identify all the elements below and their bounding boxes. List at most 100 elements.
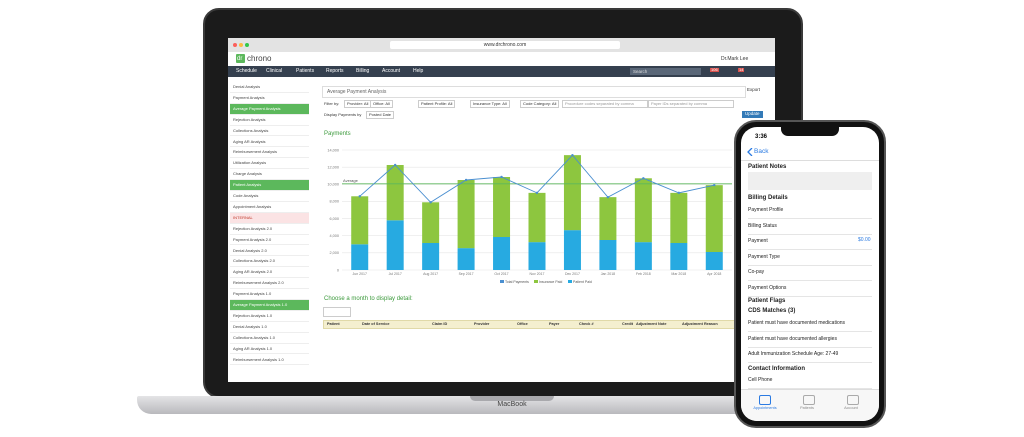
- user[interactable]: Dr.Mark Lee: [721, 56, 749, 62]
- month-select[interactable]: [323, 307, 351, 317]
- billing-row[interactable]: Payment Type: [748, 254, 872, 266]
- tab-label[interactable]: Patients: [800, 406, 814, 410]
- billing-row[interactable]: Billing Status: [748, 223, 872, 235]
- sidebar-item[interactable]: Rejection Analysis 1.0: [230, 310, 309, 322]
- logo-prefix: dr: [237, 56, 243, 62]
- sidebar-item[interactable]: Aging AR Analysis 1.0: [230, 343, 309, 355]
- bar: [634, 242, 652, 270]
- nav-item[interactable]: Billing: [356, 68, 370, 74]
- sidebar-item[interactable]: Payment Analysis: [230, 92, 309, 104]
- billing-row[interactable]: Payment: [748, 239, 872, 250]
- billing-row[interactable]: Payment Options: [748, 285, 872, 297]
- sidebar-item[interactable]: Reimbursement Analysis: [230, 147, 309, 159]
- sidebar-item: INTERNAL: [230, 212, 309, 224]
- sidebar-item[interactable]: Charge Analysis: [230, 169, 309, 181]
- export[interactable]: Export: [747, 87, 761, 92]
- tab-icon[interactable]: [803, 395, 815, 405]
- legend-swatch: [500, 280, 504, 283]
- filter[interactable]: Office: All: [370, 100, 393, 108]
- badge[interactable]: 14: [738, 67, 745, 72]
- billing-row[interactable]: Payment Profile: [748, 208, 872, 219]
- nav-item[interactable]: Patients: [296, 68, 315, 74]
- cds-row[interactable]: Patient must have documented medications: [748, 321, 872, 332]
- back-icon[interactable]: [747, 148, 753, 156]
- sidebar-item[interactable]: Utilization Analysis: [230, 158, 309, 170]
- sidebar-item[interactable]: Average Payment Analysis 1.0: [230, 300, 309, 311]
- bar: [493, 237, 511, 270]
- table-header-cell: Credit: [622, 321, 633, 326]
- bar: [563, 155, 581, 231]
- y-tick-label: 8,000: [329, 200, 339, 204]
- nav-item[interactable]: Account: [382, 68, 401, 74]
- sidebar-item[interactable]: Aging AR Analysis: [230, 136, 309, 148]
- back[interactable]: Back: [754, 148, 769, 155]
- contact-row[interactable]: Cell Phone: [748, 378, 872, 389]
- sidebar-item[interactable]: Payment Analysis 1.0: [230, 289, 309, 300]
- tab-icon[interactable]: [847, 395, 859, 405]
- sidebar-item[interactable]: Rejection Analysis 2.0: [230, 223, 309, 235]
- update[interactable]: Update: [742, 111, 763, 118]
- nav-bar: Schedule Clinical Patients Reports Billing Ac…: [228, 66, 775, 77]
- nav-item[interactable]: Reports: [326, 68, 344, 74]
- display-value[interactable]: Posted Date: [366, 111, 395, 119]
- tab-label[interactable]: Account: [844, 406, 858, 410]
- line-point: [393, 163, 397, 167]
- filter[interactable]: Patient Profile: All: [418, 100, 456, 108]
- table-header: Patient Date of Service Claim ID Provider Of…: [323, 320, 745, 329]
- table-header-cell: Office: [517, 321, 528, 326]
- bar: [422, 243, 440, 270]
- sidebar-item[interactable]: Collections Analysis 2.0: [230, 256, 309, 268]
- nav-item[interactable]: Help: [413, 68, 424, 74]
- sidebar-item[interactable]: Denial Analysis 1.0: [230, 321, 309, 333]
- cds-row[interactable]: Adult Immunization Schedule Age: 27-49: [748, 352, 872, 363]
- sidebar-item[interactable]: Collections Analysis: [230, 125, 309, 137]
- logo-box: [236, 54, 245, 63]
- dot: [245, 43, 249, 47]
- sidebar-item[interactable]: Rejection Analysis: [230, 114, 309, 126]
- sidebar-item[interactable]: Collections Analysis 1.0: [230, 332, 309, 344]
- bar: [351, 196, 369, 245]
- tab-label[interactable]: Appointments: [753, 406, 777, 410]
- legend-swatch: [534, 280, 538, 283]
- line-point: [500, 175, 503, 179]
- nav-item[interactable]: Clinical: [266, 68, 283, 74]
- sidebar-item[interactable]: Denial Analysis 2.0: [230, 245, 309, 257]
- sidebar-item[interactable]: Appointment Analysis: [230, 201, 309, 213]
- y-tick-label: 4,000: [329, 234, 339, 238]
- sidebar-item[interactable]: Payment Analysis 2.0: [230, 234, 309, 246]
- url[interactable]: www.drchrono.com: [390, 41, 620, 49]
- heading: Patient Flags: [748, 298, 786, 304]
- nav-item[interactable]: Schedule: [236, 68, 257, 74]
- x-tick-label: Oct 2017: [494, 272, 508, 276]
- y-tick-label: 14,000: [327, 148, 339, 152]
- table-header-cell: Note: [658, 321, 667, 326]
- bar: [386, 165, 404, 221]
- heading: CDS Matches (3): [748, 308, 796, 314]
- filter[interactable]: Code Category: All: [520, 100, 560, 108]
- tab-icon[interactable]: [759, 395, 771, 405]
- badge[interactable]: 106: [710, 67, 719, 72]
- filter[interactable]: Insurance Type: All: [470, 100, 510, 108]
- billing-row[interactable]: Co-pay: [748, 270, 872, 281]
- bar: [705, 252, 723, 270]
- x-tick-label: Jun 2017: [353, 272, 367, 276]
- bar: [351, 244, 369, 270]
- sidebar-item[interactable]: Average Payment Analysis: [230, 103, 309, 115]
- display-label: Display Payments by: [324, 112, 362, 117]
- sidebar-item[interactable]: Denial Analysis: [230, 82, 309, 93]
- sidebar-item[interactable]: Code Analysis: [230, 191, 309, 202]
- input[interactable]: Payer IDs separated by comma: [648, 100, 734, 108]
- input[interactable]: Procedure codes separated by comma: [562, 100, 648, 108]
- x-tick-label: Nov 2017: [530, 272, 545, 276]
- cds-row[interactable]: Patient must have documented allergies: [748, 336, 872, 348]
- heading: Patient Notes: [748, 164, 787, 170]
- sidebar-item[interactable]: Reimbursement Analysis 2.0: [230, 278, 309, 290]
- sidebar-item[interactable]: Aging AR Analysis 2.0: [230, 267, 309, 279]
- dot: [233, 43, 237, 47]
- search[interactable]: Search: [630, 68, 701, 75]
- sidebar-item[interactable]: Patient Analysis: [230, 180, 309, 191]
- sidebar-item[interactable]: Reimbursement Analysis 1.0: [230, 354, 309, 366]
- report-title: Average Payment Analysis: [322, 86, 746, 98]
- logo-suffix: chrono: [247, 54, 272, 63]
- bar: [457, 180, 475, 249]
